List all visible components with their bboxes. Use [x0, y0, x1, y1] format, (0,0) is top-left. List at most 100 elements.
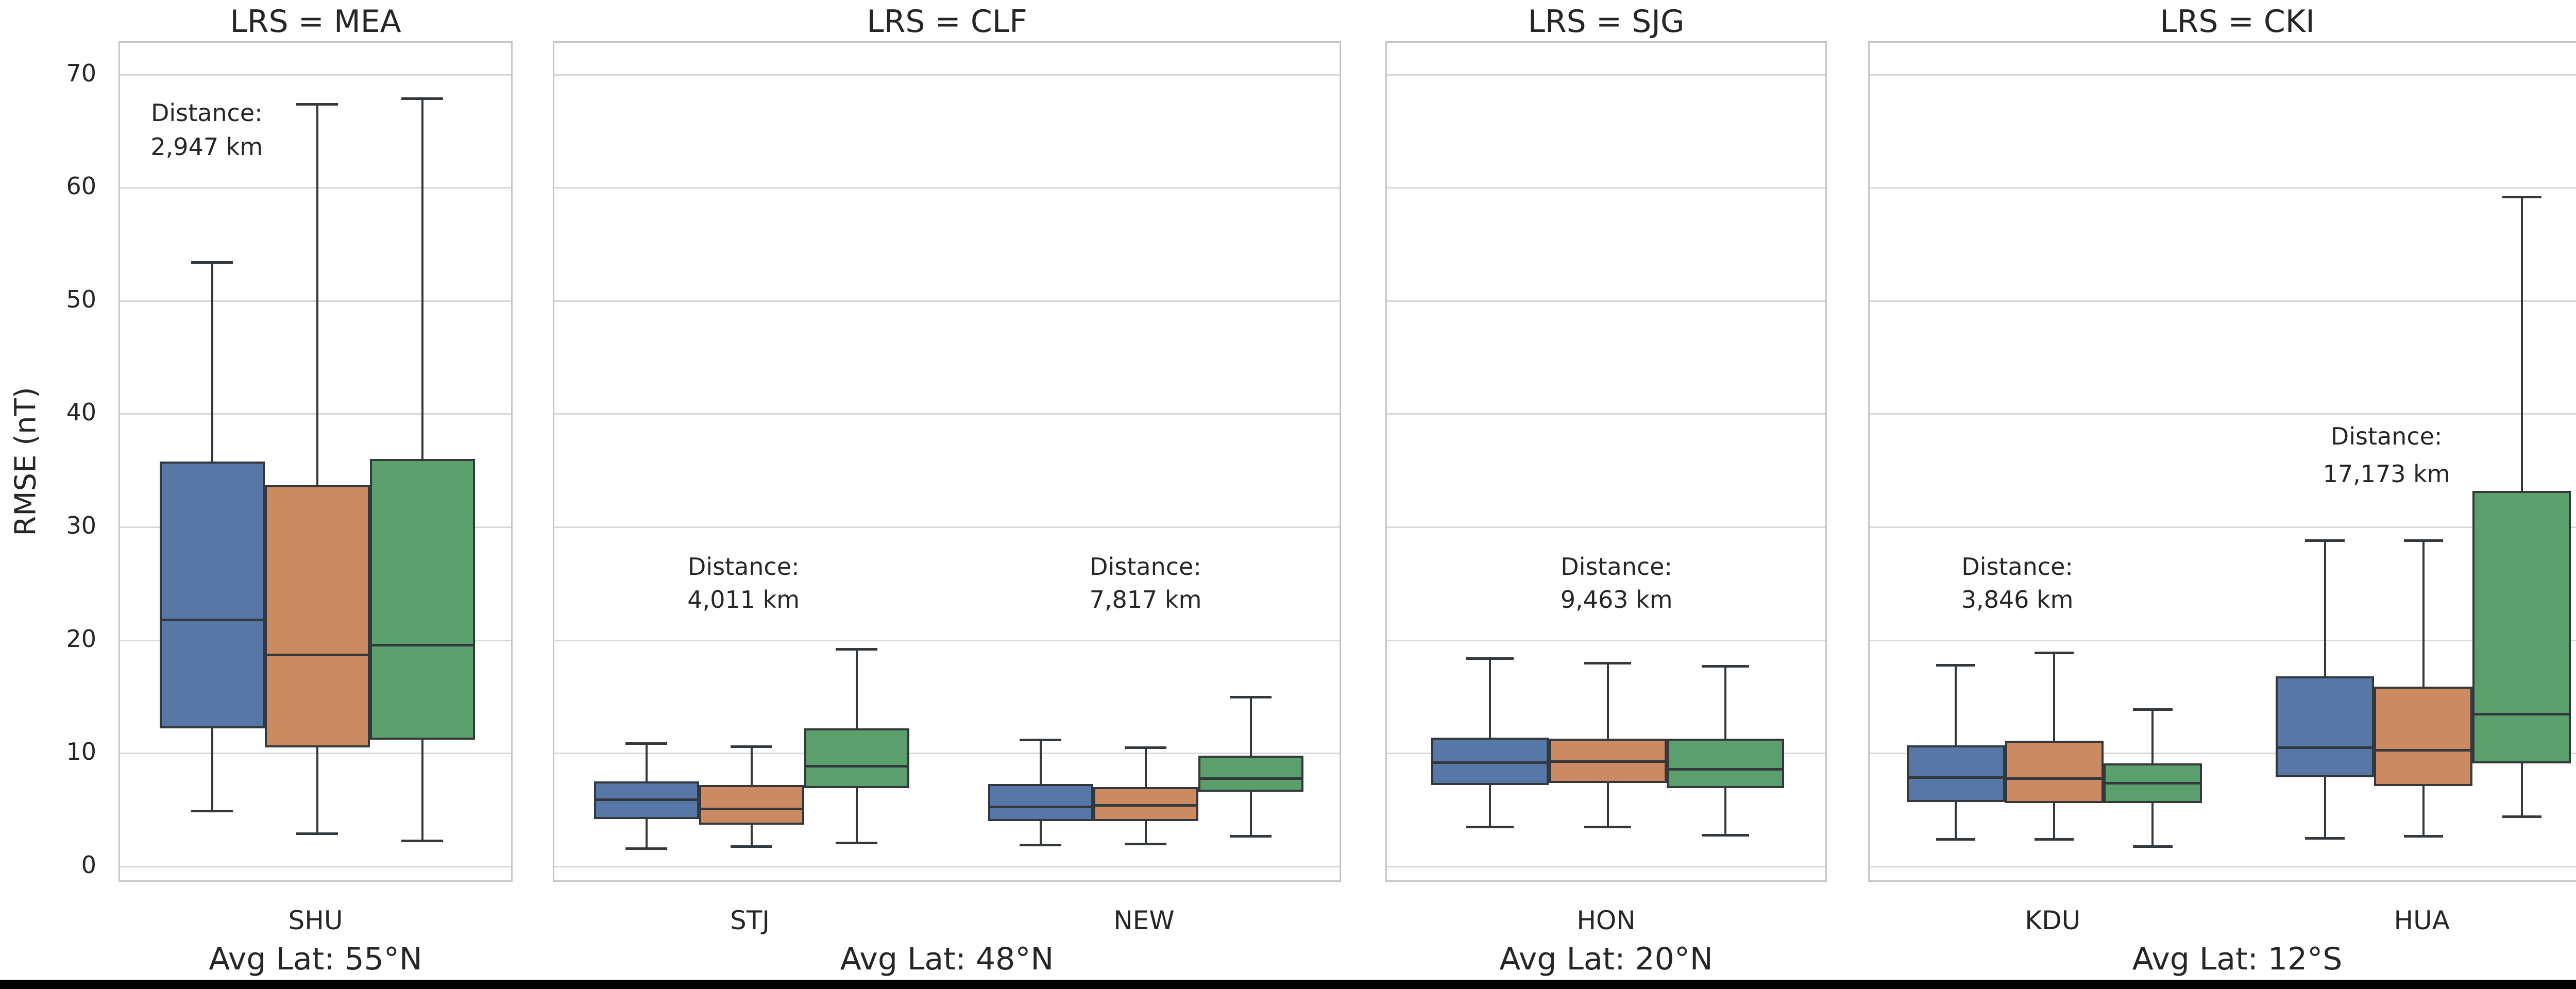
box-stj-knn-lower-cap: [730, 845, 773, 848]
gridline-y-60: [1387, 187, 1825, 189]
box-stj-neural-net-median-line: [594, 798, 699, 802]
gridline-y-70: [1870, 74, 2576, 76]
box-stj-linear-lower-cap: [835, 841, 878, 844]
box-hon-linear-upper-whisker: [1724, 666, 1727, 739]
box-hua-neural-net: [2276, 676, 2375, 777]
panel-title: LRS = MEA: [230, 4, 401, 40]
box-shu-neural-net: [159, 461, 265, 729]
box-hua-knn-upper-cap: [2403, 539, 2443, 542]
y-tick-label-60: 60: [66, 172, 96, 200]
facet-panel-lrs-sjg: Distance: 9,463 km: [1385, 41, 1827, 882]
gridline-y-70: [120, 74, 511, 76]
gridline-y-10: [120, 753, 511, 755]
box-hon-knn-lower-whisker: [1606, 782, 1609, 827]
box-stj-neural-net-lower-cap: [625, 847, 668, 850]
box-stj-knn-upper-cap: [730, 745, 773, 748]
box-shu-linear-upper-cap: [401, 97, 444, 100]
box-new-knn-upper-cap: [1124, 746, 1167, 749]
box-hua-neural-net-lower-cap: [2305, 837, 2345, 840]
distance-annotation-hon-line1: Distance:: [1561, 552, 1672, 581]
box-hua-linear-median-line: [2472, 712, 2571, 715]
box-shu-neural-net-lower-cap: [191, 810, 233, 813]
box-kdu-neural-net-lower-cap: [1936, 838, 1976, 841]
facet-panel-lrs-mea: Distance: 2,947 km: [118, 41, 513, 882]
box-shu-linear-lower-whisker: [421, 740, 423, 841]
gridline-y-40: [120, 413, 511, 415]
box-hua-linear-lower-whisker: [2520, 763, 2523, 817]
box-new-knn-upper-whisker: [1144, 747, 1147, 788]
window-edge-bottom: [0, 980, 2576, 989]
distance-annotation-new-line2: 7,817 km: [1089, 585, 1202, 613]
box-hon-knn-lower-cap: [1584, 826, 1632, 829]
box-new-linear-lower-whisker: [1249, 792, 1252, 836]
gridline-y-60: [120, 187, 511, 189]
box-kdu-linear-upper-whisker: [2151, 709, 2154, 764]
box-hua-knn-upper-whisker: [2422, 540, 2425, 687]
box-new-linear-upper-cap: [1229, 695, 1272, 698]
y-tick-label-70: 70: [66, 59, 96, 87]
box-hua-knn-median-line: [2374, 748, 2473, 752]
box-hua-neural-net-lower-whisker: [2324, 777, 2326, 839]
box-hon-neural-net-upper-cap: [1466, 657, 1514, 660]
box-hon-linear: [1666, 738, 1785, 789]
box-hua-neural-net-median-line: [2276, 746, 2375, 749]
box-stj-knn-lower-whisker: [750, 824, 753, 846]
box-hon-knn-upper-whisker: [1606, 662, 1609, 739]
station-label-kdu: KDU: [2025, 906, 2081, 935]
distance-annotation-new-line1: Distance:: [1090, 552, 1201, 581]
gridline-y-50: [1870, 300, 2576, 302]
distance-annotation-stj-line1: Distance:: [687, 552, 800, 581]
gridline-y-50: [1387, 300, 1825, 302]
gridline-y-70: [554, 74, 1340, 76]
gridline-y-40: [1870, 413, 2576, 415]
box-new-neural-net-upper-cap: [1019, 739, 1062, 742]
distance-annotation-hua-line1: Distance:: [2330, 422, 2443, 451]
gridline-y-0: [120, 866, 511, 868]
y-tick-label-20: 20: [66, 624, 96, 653]
box-hua-knn-lower-cap: [2403, 834, 2443, 838]
box-hon-neural-net-lower-cap: [1466, 826, 1514, 829]
box-shu-knn-lower-cap: [296, 832, 338, 835]
box-stj-linear-lower-whisker: [855, 788, 858, 843]
gridline-y-30: [1870, 526, 2576, 528]
station-label-hua: HUA: [2394, 906, 2450, 935]
box-hon-linear-upper-cap: [1702, 665, 1749, 668]
box-kdu-neural-net-median-line: [1906, 776, 2005, 779]
panel-title: LRS = SJG: [1528, 4, 1685, 40]
box-new-knn: [1093, 787, 1198, 822]
box-new-knn-lower-whisker: [1144, 821, 1147, 844]
distance-annotation-kdu-line2: 3,846 km: [1961, 585, 2074, 613]
avg-lat-label: Avg Lat: 20°N: [1499, 941, 1713, 977]
gridline-y-50: [554, 300, 1340, 302]
gridline-y-60: [1870, 187, 2576, 189]
station-label-stj: STJ: [730, 906, 770, 935]
gridline-y-30: [1387, 526, 1825, 528]
box-new-knn-lower-cap: [1124, 843, 1167, 846]
avg-lat-label: Avg Lat: 55°N: [209, 941, 422, 977]
y-tick-label-50: 50: [66, 285, 96, 313]
facet-panel-lrs-cki: Distance: 3,846 km Distance: 17,173 km: [1868, 41, 2576, 882]
box-kdu-knn-median-line: [2005, 777, 2104, 780]
box-stj-linear-upper-cap: [835, 648, 878, 651]
box-hon-linear-median-line: [1666, 768, 1785, 771]
box-new-neural-net-upper-whisker: [1039, 740, 1042, 784]
box-kdu-linear-median-line: [2103, 781, 2202, 785]
box-new-neural-net-median-line: [988, 805, 1093, 808]
box-kdu-knn-upper-cap: [2035, 651, 2074, 654]
panel-title: LRS = CKI: [2160, 4, 2315, 40]
station-label-new: NEW: [1113, 906, 1175, 935]
box-shu-knn-lower-whisker: [316, 747, 318, 834]
gridline-y-30: [554, 526, 1340, 528]
box-hua-knn-lower-whisker: [2422, 786, 2425, 836]
box-stj-knn: [699, 785, 804, 825]
box-hon-linear-lower-cap: [1702, 833, 1749, 837]
gridline-y-40: [554, 413, 1340, 415]
gridline-y-50: [120, 300, 511, 302]
gridline-y-70: [1387, 74, 1825, 76]
box-shu-linear-median-line: [369, 643, 475, 646]
box-hon-neural-net-median-line: [1431, 761, 1549, 764]
box-kdu-neural-net: [1906, 745, 2005, 802]
box-hua-linear: [2472, 490, 2571, 764]
distance-annotation-shu-line1: Distance:: [150, 99, 263, 127]
